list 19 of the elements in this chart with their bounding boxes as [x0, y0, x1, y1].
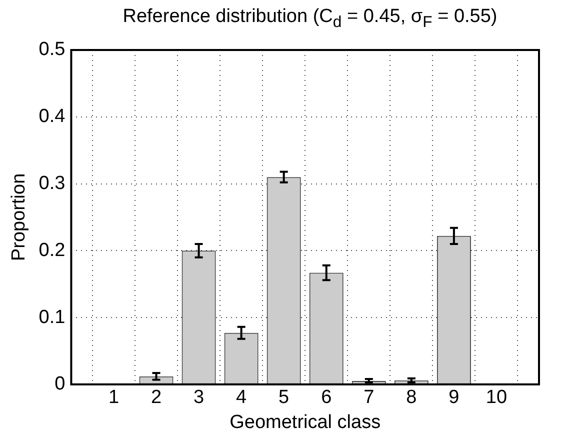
x-tick-label: 6 [321, 387, 332, 408]
y-tick-label: 0.4 [38, 106, 66, 128]
x-tick-label: 9 [448, 387, 460, 408]
y-tick-label: 0.3 [38, 172, 66, 194]
y-tick-label: 0.2 [38, 240, 66, 261]
x-tick-label: 8 [406, 387, 417, 408]
y-tick-label: 0.1 [38, 306, 66, 328]
x-tick-label: 4 [236, 387, 248, 408]
y-axis-title: Proportion [8, 173, 30, 262]
x-tick-label: 10 [486, 387, 508, 408]
y-tick-label: 0.5 [38, 39, 66, 60]
x-tick-label: 7 [364, 387, 374, 408]
x-tick-label: 1 [108, 387, 120, 408]
x-axis-title: Geometrical class [230, 412, 381, 433]
x-tick-label: 2 [150, 387, 162, 408]
x-tick-label: 5 [278, 387, 290, 408]
x-tick-label: 3 [194, 387, 204, 408]
y-tick-label: 0 [54, 374, 66, 395]
chart-title: Reference distribution (C$_{d}$ = 0.45, σ$_{F}$ = 0.55) [122, 6, 498, 32]
